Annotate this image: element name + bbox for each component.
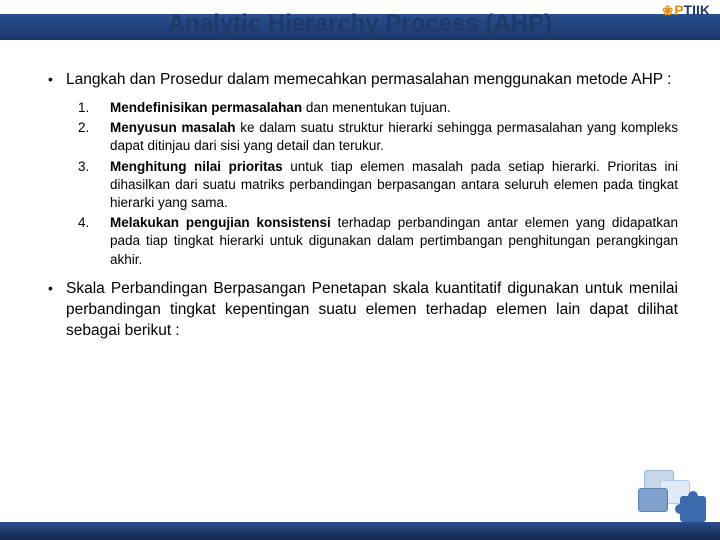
list-text: Melakukan pengujian konsistensi terhadap…: [110, 214, 678, 269]
page-title: Analytic Hierarchy Process (AHP): [0, 10, 720, 38]
decorative-boxes-icon: [638, 466, 702, 518]
list-item: 4. Melakukan pengujian konsistensi terha…: [78, 214, 678, 269]
bullet-marker: •: [48, 279, 66, 342]
list-text: Menyusun masalah ke dalam suatu struktur…: [110, 119, 678, 155]
bullet-item: • Langkah dan Prosedur dalam memecahkan …: [48, 70, 678, 91]
list-item: 2. Menyusun masalah ke dalam suatu struk…: [78, 119, 678, 155]
list-number: 4.: [78, 214, 110, 269]
list-number: 1.: [78, 99, 110, 117]
numbered-list: 1. Mendefinisikan permasalahan dan menen…: [78, 99, 678, 269]
bullet-text: Langkah dan Prosedur dalam memecahkan pe…: [66, 70, 678, 91]
footer-stripe: [0, 522, 720, 540]
puzzle-piece-icon: [680, 496, 706, 522]
list-text: Mendefinisikan permasalahan dan menentuk…: [110, 99, 678, 117]
bullet-text: Skala Perbandingan Berpasangan Penetapan…: [66, 279, 678, 342]
list-item: 1. Mendefinisikan permasalahan dan menen…: [78, 99, 678, 117]
bullet-marker: •: [48, 70, 66, 91]
list-number: 3.: [78, 158, 110, 213]
list-number: 2.: [78, 119, 110, 155]
list-text: Menghitung nilai prioritas untuk tiap el…: [110, 158, 678, 213]
slide-content: • Langkah dan Prosedur dalam memecahkan …: [48, 70, 678, 350]
bullet-item: • Skala Perbandingan Berpasangan Penetap…: [48, 279, 678, 342]
list-item: 3. Menghitung nilai prioritas untuk tiap…: [78, 158, 678, 213]
